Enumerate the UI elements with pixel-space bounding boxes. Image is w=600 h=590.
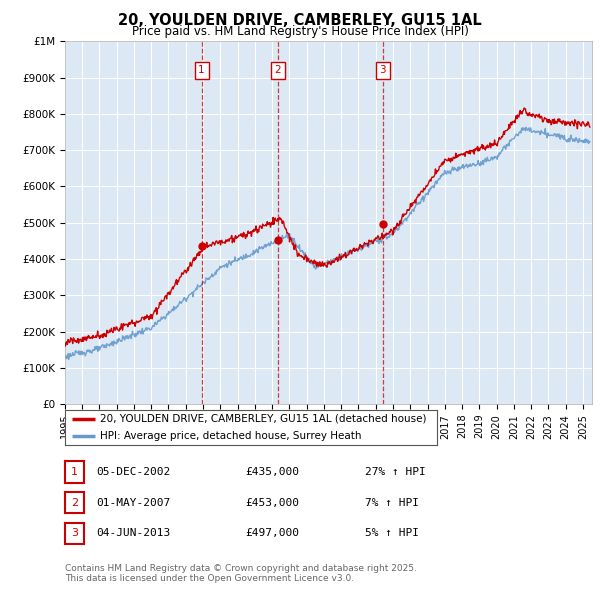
Text: 04-JUN-2013: 04-JUN-2013	[96, 529, 170, 538]
Text: 20, YOULDEN DRIVE, CAMBERLEY, GU15 1AL (detached house): 20, YOULDEN DRIVE, CAMBERLEY, GU15 1AL (…	[100, 414, 427, 424]
Text: £497,000: £497,000	[245, 529, 299, 538]
Text: 1: 1	[198, 65, 205, 76]
Text: Contains HM Land Registry data © Crown copyright and database right 2025.
This d: Contains HM Land Registry data © Crown c…	[65, 563, 416, 583]
Text: 2: 2	[274, 65, 281, 76]
Text: 3: 3	[71, 529, 78, 538]
Text: 05-DEC-2002: 05-DEC-2002	[96, 467, 170, 477]
Text: HPI: Average price, detached house, Surrey Heath: HPI: Average price, detached house, Surr…	[100, 431, 362, 441]
Text: 20, YOULDEN DRIVE, CAMBERLEY, GU15 1AL: 20, YOULDEN DRIVE, CAMBERLEY, GU15 1AL	[118, 13, 482, 28]
Text: £435,000: £435,000	[245, 467, 299, 477]
Text: 5% ↑ HPI: 5% ↑ HPI	[365, 529, 419, 538]
Text: 01-MAY-2007: 01-MAY-2007	[96, 498, 170, 507]
Text: 2: 2	[71, 498, 78, 507]
Text: 1: 1	[71, 467, 78, 477]
Text: £453,000: £453,000	[245, 498, 299, 507]
Text: 7% ↑ HPI: 7% ↑ HPI	[365, 498, 419, 507]
Text: 3: 3	[380, 65, 386, 76]
Text: Price paid vs. HM Land Registry's House Price Index (HPI): Price paid vs. HM Land Registry's House …	[131, 25, 469, 38]
Text: 27% ↑ HPI: 27% ↑ HPI	[365, 467, 425, 477]
